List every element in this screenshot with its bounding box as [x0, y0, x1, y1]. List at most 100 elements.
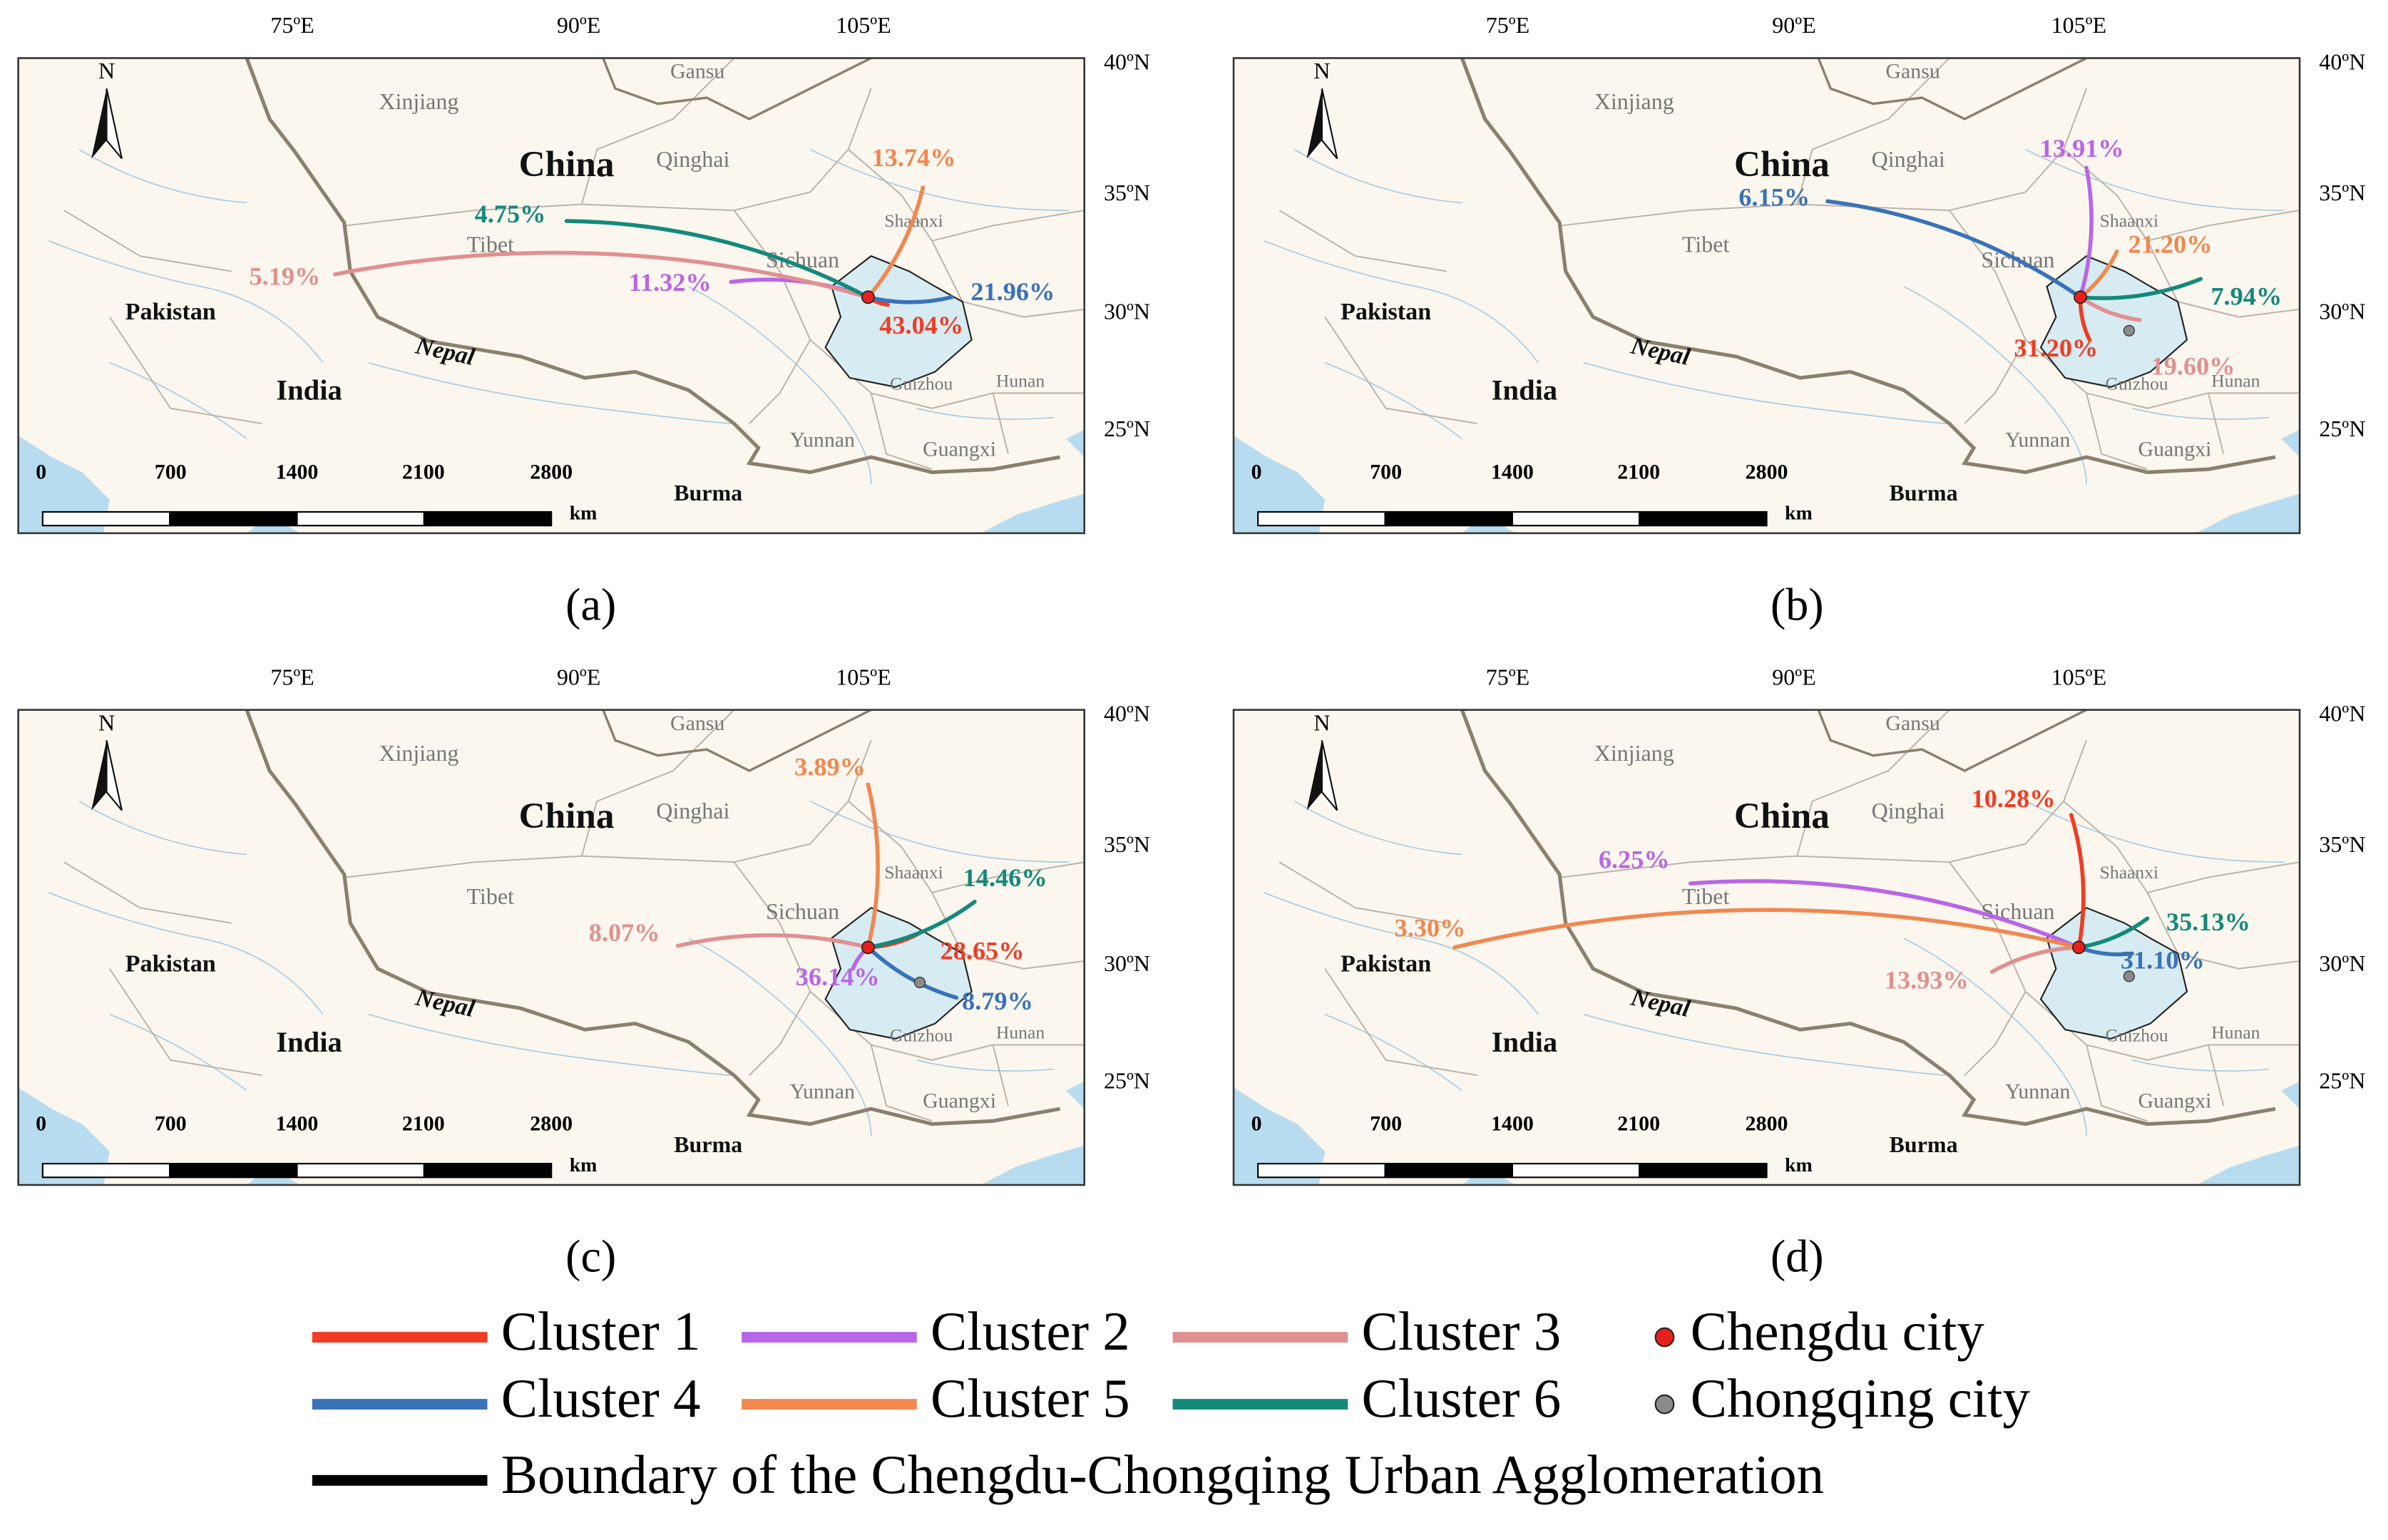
legend-label: Chengdu city — [1691, 1300, 1985, 1362]
north-label: N — [98, 58, 115, 83]
map-panel: N 75ºE 90ºE 105ºE 40ºN 35ºN 30ºN 25ºN Gansu Xinji… — [19, 12, 1150, 533]
flow-label: 43.04% — [879, 311, 963, 339]
place-label: Qinghai — [1872, 798, 1945, 823]
flow-label: 3.30% — [1395, 914, 1466, 943]
place-label: Pakistan — [1341, 950, 1431, 977]
longitude-label: 105ºE — [836, 12, 891, 38]
flow-label: 5.19% — [249, 262, 320, 291]
map-panel: N 75ºE 90ºE 105ºE 40ºN 35ºN 30ºN 25ºN Gansu Xinji… — [19, 664, 1150, 1185]
scale-label: 2100 — [402, 460, 445, 483]
flow-line — [2078, 277, 2203, 300]
chongqing-point — [913, 976, 926, 989]
flow-label: 13.74% — [872, 143, 956, 172]
scale-segment — [423, 510, 553, 527]
scale-label: 1400 — [1491, 460, 1534, 483]
scale-label: 0 — [1251, 1112, 1262, 1136]
place-label: Xinjiang — [1594, 740, 1674, 766]
panel-caption: (b) — [1770, 579, 1824, 630]
panel-caption: (c) — [565, 1231, 616, 1282]
scale-segment — [423, 1163, 553, 1179]
longitude-label: 75ºE — [1486, 664, 1530, 689]
place-label: Qinghai — [656, 798, 729, 823]
scale-label: 700 — [155, 460, 187, 483]
place-label: Xinjiang — [379, 740, 458, 766]
place-label: Hunan — [996, 370, 1045, 391]
place-label: Gansu — [1885, 712, 1939, 735]
latitude-label: 30ºN — [1104, 299, 1150, 324]
flow-line — [2078, 165, 2094, 299]
latitude-label: 25ºN — [1104, 416, 1150, 441]
latitude-label: 25ºN — [2319, 1067, 2365, 1093]
longitude-label: 105ºE — [2051, 12, 2107, 38]
map-panel: N 75ºE 90ºE 105ºE 40ºN 35ºN 30ºN 25ºN Gansu Xinji… — [1234, 664, 2365, 1185]
flow-line — [1989, 945, 2081, 974]
place-label: Gansu — [670, 60, 724, 83]
scale-segment — [169, 1163, 298, 1179]
place-label: Guizhou — [890, 374, 953, 394]
flow-line — [1452, 908, 2081, 950]
scale-segment — [296, 1163, 425, 1179]
place-label: Hunan — [2211, 1022, 2260, 1042]
longitude-label: 90ºE — [557, 12, 601, 38]
place-label: Guizhou — [890, 1025, 953, 1046]
scale-label: 2800 — [530, 1112, 573, 1136]
scale-segment — [1639, 1163, 1768, 1179]
legend-point — [1654, 1394, 1675, 1415]
north-label: N — [1313, 58, 1330, 83]
place-label: China — [1734, 796, 1830, 836]
chongqing-point — [2123, 970, 2136, 982]
flow-line — [1825, 199, 2083, 299]
place-label: Yunnan — [790, 1080, 855, 1104]
place-label: Yunnan — [790, 428, 855, 452]
place-label: Tibet — [467, 883, 515, 909]
place-label: Yunnan — [2005, 1080, 2070, 1104]
scale-label: 700 — [1370, 1112, 1402, 1136]
scale-unit: km — [1785, 503, 1813, 525]
place-label: Shaanxi — [2100, 210, 2159, 231]
scale-segment — [1511, 1163, 1641, 1179]
flow-label: 19.60% — [2151, 352, 2235, 381]
scale-label: 0 — [36, 1112, 46, 1136]
latitude-label: 30ºN — [2319, 950, 2365, 976]
panel-caption: (a) — [565, 579, 616, 630]
scale-segment — [41, 1163, 171, 1179]
flow-line — [866, 185, 926, 299]
legend-label: Chongqing city — [1691, 1367, 2031, 1429]
latitude-label: 35ºN — [2319, 180, 2365, 205]
place-label: Hunan — [996, 1022, 1045, 1042]
flow-label: 13.91% — [2040, 134, 2124, 163]
flow-label: 14.46% — [963, 863, 1047, 892]
place-label: Guangxi — [2138, 1089, 2212, 1113]
latitude-label: 25ºN — [1104, 1067, 1150, 1093]
legend-label: Boundary of the Chengdu-Chongqing Urban … — [501, 1444, 1824, 1505]
place-label: Pakistan — [125, 950, 216, 977]
chengdu-point — [2072, 940, 2086, 955]
chengdu-point — [861, 940, 875, 955]
scale-unit: km — [570, 1154, 598, 1176]
scale-segment — [41, 510, 171, 527]
place-label: Guizhou — [2105, 1025, 2168, 1046]
scale-segment — [1639, 510, 1768, 527]
place-label: Tibet — [1682, 883, 1730, 909]
flow-line — [866, 945, 959, 1000]
legend-label: Cluster 3 — [1361, 1300, 1561, 1362]
legend-label: Cluster 1 — [501, 1300, 701, 1362]
flow-label: 10.28% — [1972, 784, 2056, 813]
place-label: Burma — [1890, 1131, 1958, 1157]
flow-line — [333, 250, 871, 299]
longitude-label: 75ºE — [270, 664, 314, 689]
place-label: Guangxi — [923, 1089, 996, 1113]
latitude-label: 40ºN — [2319, 701, 2365, 727]
scale-segment — [1384, 1163, 1513, 1179]
scale-segment — [169, 510, 298, 527]
flow-line — [2069, 813, 2086, 950]
scale-segment — [296, 510, 425, 527]
chengdu-point — [861, 290, 875, 304]
place-label: Burma — [1890, 480, 1958, 505]
north-label: N — [98, 709, 115, 735]
place-label: Burma — [674, 480, 742, 505]
latitude-label: 40ºN — [1104, 701, 1150, 727]
legend-point — [1654, 1327, 1675, 1348]
place-label: Xinjiang — [1594, 88, 1674, 114]
